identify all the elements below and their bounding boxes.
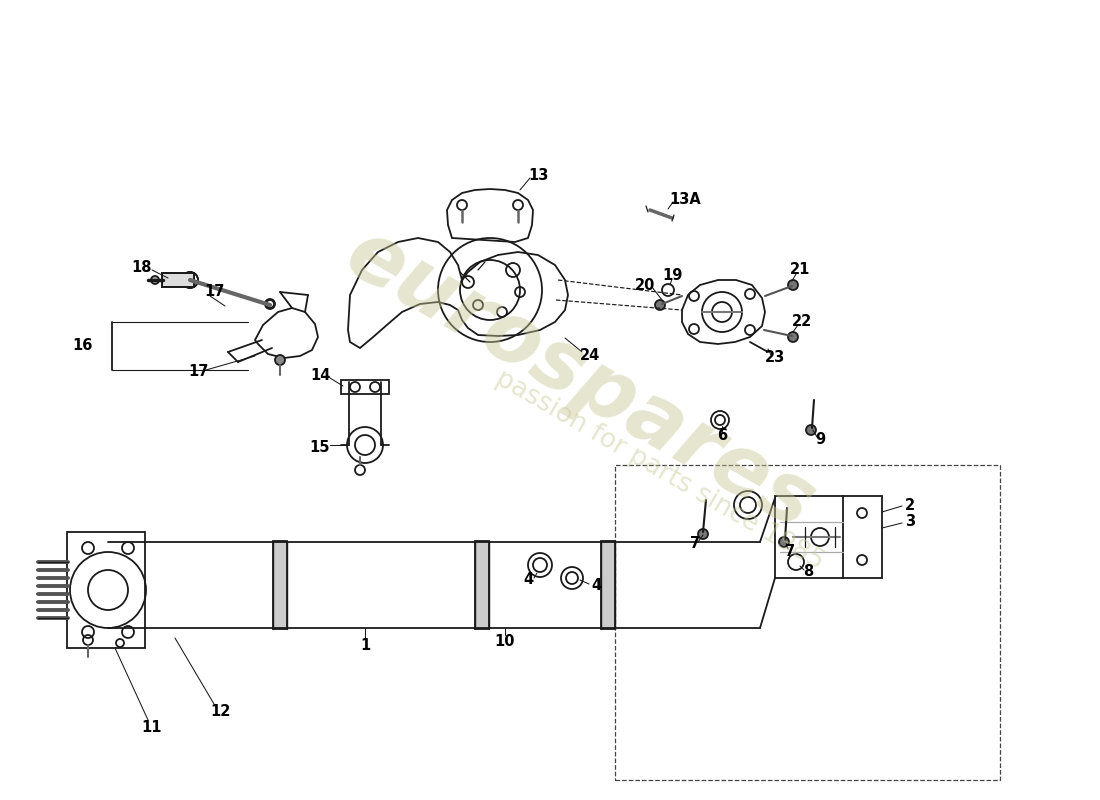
Circle shape bbox=[275, 355, 285, 365]
Bar bbox=[67, 532, 145, 648]
Text: 20: 20 bbox=[635, 278, 656, 293]
Text: 16: 16 bbox=[72, 338, 92, 354]
Text: 14: 14 bbox=[310, 369, 330, 383]
Circle shape bbox=[779, 537, 789, 547]
Circle shape bbox=[806, 425, 816, 435]
Bar bbox=[475, 541, 490, 629]
Text: 22: 22 bbox=[792, 314, 812, 330]
Text: 9: 9 bbox=[815, 433, 825, 447]
Text: 4: 4 bbox=[591, 578, 601, 593]
Circle shape bbox=[788, 332, 798, 342]
Text: 17: 17 bbox=[188, 365, 208, 379]
Text: 17: 17 bbox=[205, 285, 225, 299]
Text: 11: 11 bbox=[142, 721, 163, 735]
Text: 10: 10 bbox=[495, 634, 515, 650]
Circle shape bbox=[151, 276, 160, 284]
Text: 12: 12 bbox=[210, 705, 230, 719]
Text: eurospares: eurospares bbox=[331, 213, 828, 547]
Text: 2: 2 bbox=[905, 498, 915, 513]
Text: 15: 15 bbox=[310, 441, 330, 455]
Circle shape bbox=[788, 280, 798, 290]
Bar bbox=[162, 273, 194, 287]
Text: 7: 7 bbox=[785, 545, 795, 559]
Bar bbox=[615, 465, 1000, 780]
Text: 18: 18 bbox=[132, 261, 152, 275]
Circle shape bbox=[265, 299, 275, 309]
Text: 21: 21 bbox=[790, 262, 811, 278]
Text: 19: 19 bbox=[662, 267, 682, 282]
Bar bbox=[273, 541, 287, 629]
Bar bbox=[162, 273, 194, 287]
Text: 23: 23 bbox=[764, 350, 785, 366]
Text: passion for parts since 1985: passion for parts since 1985 bbox=[492, 365, 828, 575]
Text: 3: 3 bbox=[905, 514, 915, 530]
Bar bbox=[601, 541, 615, 629]
Circle shape bbox=[654, 300, 666, 310]
Text: 8: 8 bbox=[803, 565, 813, 579]
Text: 13: 13 bbox=[528, 167, 548, 182]
Text: 1: 1 bbox=[360, 638, 370, 653]
Text: 24: 24 bbox=[580, 347, 601, 362]
Text: 6: 6 bbox=[717, 427, 727, 442]
Text: 7: 7 bbox=[690, 537, 700, 551]
Circle shape bbox=[182, 272, 198, 288]
Circle shape bbox=[698, 529, 708, 539]
Text: 13A: 13A bbox=[669, 193, 701, 207]
Bar bbox=[341, 380, 389, 394]
Text: 4: 4 bbox=[522, 573, 534, 587]
Bar bbox=[776, 496, 843, 578]
